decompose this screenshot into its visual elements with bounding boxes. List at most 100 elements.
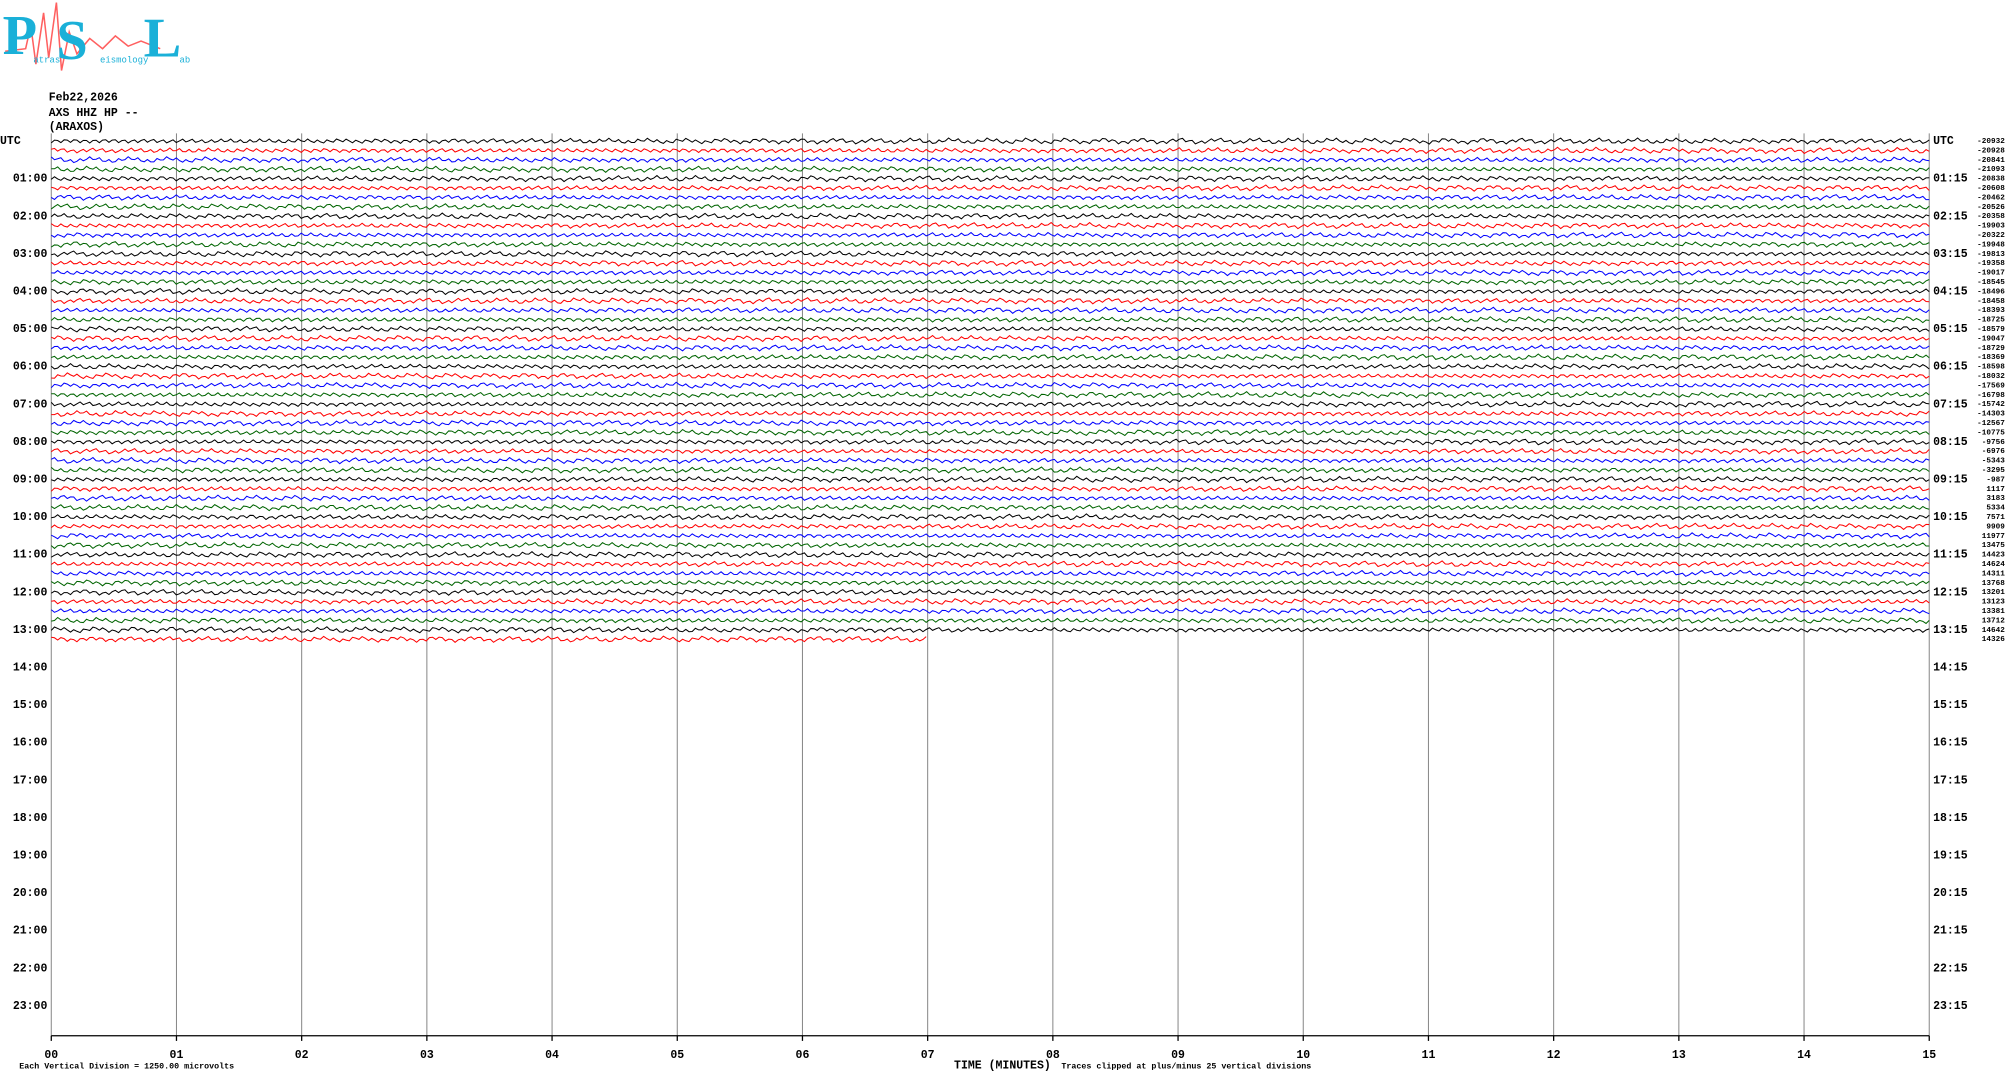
trace xyxy=(50,343,1930,352)
trace xyxy=(51,193,1930,201)
hour-label: 15:15 xyxy=(1933,699,1968,712)
trace xyxy=(51,475,1930,484)
trace xyxy=(50,174,1930,183)
trace-offset: -19358 xyxy=(1977,260,2005,268)
hour-label: 14:00 xyxy=(13,661,48,674)
hour-label: 20:00 xyxy=(13,887,48,900)
hour-label: 21:15 xyxy=(1933,925,1968,938)
trace-offset: -19047 xyxy=(1977,335,2005,343)
trace xyxy=(51,353,1930,362)
trace-offset: 13475 xyxy=(1982,542,2005,550)
trace-offset: 1117 xyxy=(1986,486,2005,494)
trace-offset: -14303 xyxy=(1977,411,2005,419)
x-tick-label: 05 xyxy=(670,1049,684,1062)
hour-label: 15:00 xyxy=(13,699,48,712)
trace xyxy=(50,447,1930,455)
trace xyxy=(50,466,1930,474)
trace-offset: 14624 xyxy=(1982,561,2005,569)
trace-offset: 14642 xyxy=(1982,627,2005,635)
trace-offset: -3295 xyxy=(1982,467,2005,475)
hour-label: 13:15 xyxy=(1933,624,1968,637)
hour-label: 14:15 xyxy=(1933,661,1968,674)
trace xyxy=(50,259,1930,268)
trace xyxy=(50,137,1930,145)
x-tick-label: 12 xyxy=(1547,1049,1561,1062)
trace xyxy=(51,588,1930,596)
trace xyxy=(51,165,1930,173)
hour-label: 17:15 xyxy=(1933,774,1968,787)
hour-label: UTC xyxy=(0,135,21,148)
hour-label: 21:00 xyxy=(13,925,48,938)
trace-offset: 9909 xyxy=(1986,523,2005,531)
trace-offset: 13768 xyxy=(1982,580,2005,588)
trace xyxy=(51,532,1930,540)
trace-offset: 11977 xyxy=(1982,533,2005,541)
x-tick-label: 11 xyxy=(1422,1049,1436,1062)
trace-offset: -9756 xyxy=(1982,439,2005,447)
trace-offset: -20932 xyxy=(1977,138,2005,146)
hour-label: 10:15 xyxy=(1933,511,1968,524)
trace-offset: -20462 xyxy=(1977,194,2005,202)
trace-offset: -20322 xyxy=(1977,232,2005,240)
trace xyxy=(50,156,1930,164)
trace-offset: -6976 xyxy=(1982,448,2005,456)
trace xyxy=(51,287,1930,296)
trace-offset: -20358 xyxy=(1977,213,2005,221)
trace xyxy=(50,626,1930,634)
hour-label: 17:00 xyxy=(13,774,48,787)
trace xyxy=(51,550,1930,559)
trace-offset: -20928 xyxy=(1977,147,2005,155)
hour-label: 09:15 xyxy=(1933,473,1968,486)
trace xyxy=(50,607,1930,615)
trace xyxy=(50,503,1930,512)
trace xyxy=(50,212,1930,221)
hour-label: 06:00 xyxy=(13,361,48,374)
trace xyxy=(51,456,1930,465)
trace xyxy=(51,579,1930,587)
trace xyxy=(51,494,1930,502)
trace xyxy=(51,325,1930,333)
hour-label: 07:15 xyxy=(1933,398,1968,411)
trace xyxy=(51,249,1930,258)
hour-label: 12:15 xyxy=(1933,586,1968,599)
hour-label: 08:00 xyxy=(13,436,48,449)
trace-offset: -18729 xyxy=(1977,345,2005,353)
trace xyxy=(51,410,1930,418)
trace xyxy=(51,597,1930,606)
trace-offset: 14326 xyxy=(1982,636,2005,644)
x-tick-label: 09 xyxy=(1171,1049,1185,1062)
trace xyxy=(50,203,1930,211)
hour-label: 18:15 xyxy=(1933,812,1968,825)
logo-word: eismology xyxy=(100,56,149,66)
hour-label: 16:15 xyxy=(1933,737,1968,750)
hour-label: 22:00 xyxy=(13,962,48,975)
trace-offset: -20526 xyxy=(1977,204,2005,212)
trace xyxy=(50,541,1930,550)
hour-label: 02:00 xyxy=(13,210,48,223)
x-tick-label: 13 xyxy=(1672,1049,1686,1062)
trace-offset: -18598 xyxy=(1977,364,2005,372)
trace xyxy=(50,240,1930,248)
hour-label: 23:00 xyxy=(13,1000,48,1013)
trace xyxy=(50,297,1930,305)
hour-label: 11:00 xyxy=(13,549,48,562)
x-tick-label: 08 xyxy=(1046,1049,1060,1062)
trace-offset: -20608 xyxy=(1977,185,2005,193)
logo-letter: S xyxy=(56,10,87,72)
hour-label: 02:15 xyxy=(1933,210,1968,223)
trace-offset: 14423 xyxy=(1982,552,2005,560)
trace xyxy=(50,362,1930,371)
hour-label: 01:00 xyxy=(13,173,48,186)
trace xyxy=(51,268,1930,277)
trace-offset: -18725 xyxy=(1977,317,2005,325)
trace xyxy=(51,184,1930,192)
hour-label: 19:15 xyxy=(1933,849,1968,862)
trace-offset: 3183 xyxy=(1986,495,2005,503)
hour-label: 20:15 xyxy=(1933,887,1968,900)
hour-label: UTC xyxy=(1933,135,1954,148)
trace-offset: 14311 xyxy=(1982,570,2005,578)
x-tick-label: 04 xyxy=(545,1049,559,1062)
trace-offset: -19948 xyxy=(1977,241,2005,249)
hour-label: 05:00 xyxy=(13,323,48,336)
